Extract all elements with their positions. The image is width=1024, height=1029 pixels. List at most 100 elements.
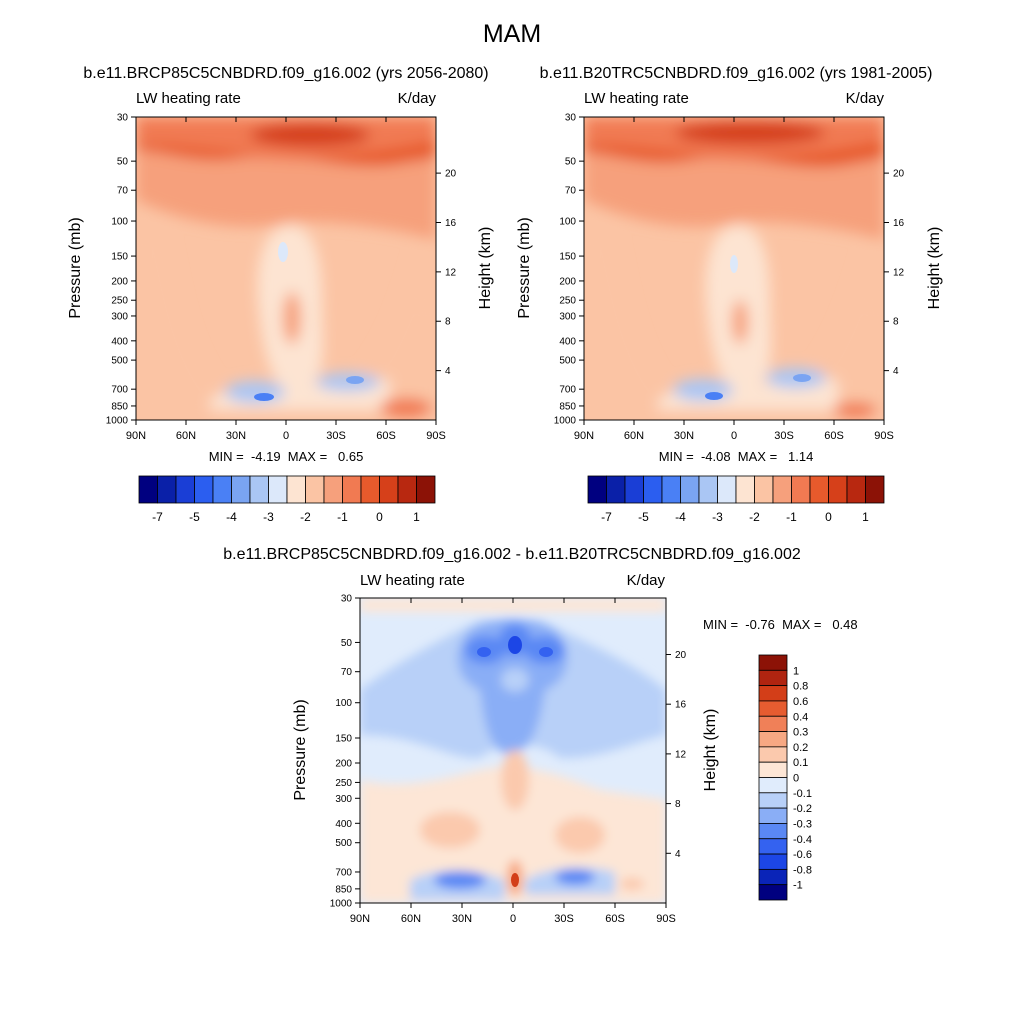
b-ytick-label: 50 <box>341 638 353 649</box>
tr-ytick-label: 500 <box>559 356 576 367</box>
b-ytick-label: 500 <box>335 838 352 849</box>
tr-yright-tick-label: 8 <box>893 317 899 328</box>
tr-ytick-label: 400 <box>559 336 576 347</box>
tl-stats: MIN = -4.19 MAX = 0.65 <box>209 449 364 464</box>
b-colorbar-swatch <box>758 838 788 855</box>
tl-colorbar-label: -3 <box>263 510 274 524</box>
tr-contour-field <box>584 117 884 420</box>
tr-colorbar-swatch <box>661 475 681 504</box>
b-yright-tick-label: 16 <box>675 700 687 711</box>
tl-colorbar-swatch <box>397 475 417 504</box>
tl-colorbar-swatch <box>416 475 436 504</box>
tr-xtick-label: 90S <box>874 430 894 442</box>
tr-colorbar: -7 -5 -4 -3 -2 -1 0 1 <box>587 475 885 524</box>
tr-ytick-label: 700 <box>559 385 576 396</box>
tr-colorbar-label: 1 <box>862 510 869 524</box>
b-colorbar-swatch <box>758 700 788 717</box>
tl-colorbar-label: 1 <box>413 510 420 524</box>
tl-xtick-label: 60S <box>376 430 396 442</box>
b-colorbar-label: 0.6 <box>793 696 808 708</box>
tr-colorbar-swatch <box>828 475 848 504</box>
tl-colorbar: -7 -5 -4 -3 -2 -1 0 1 <box>138 475 436 524</box>
tr-ytick-label: 850 <box>559 401 576 412</box>
tr-right-string: K/day <box>846 90 885 107</box>
tr-colorbar-label: -2 <box>749 510 760 524</box>
tl-xtick-label: 90S <box>426 430 446 442</box>
tl-colorbar-label: -5 <box>189 510 200 524</box>
tl-colorbar-label: -2 <box>300 510 311 524</box>
tl-colorbar-label: -1 <box>337 510 348 524</box>
tr-ylabel: Pressure (mb) <box>516 217 533 318</box>
tl-colorbar-label: -4 <box>226 510 237 524</box>
tr-yright-tick-label: 12 <box>893 267 905 278</box>
b-stats: MIN = -0.76 MAX = 0.48 <box>703 617 858 632</box>
b-colorbar-swatch <box>758 884 788 901</box>
b-ylabel-right: Height (km) <box>702 709 719 792</box>
tr-xtick-label: 30N <box>674 430 694 442</box>
tr-colorbar-swatch <box>587 475 607 504</box>
tl-colorbar-swatch <box>212 475 232 504</box>
b-right-string: K/day <box>627 572 666 589</box>
tr-ytick-label: 150 <box>559 252 576 263</box>
tl-xtick-label: 30S <box>326 430 346 442</box>
tl-axes: 305070100150200250300400500700850100090N… <box>106 113 457 443</box>
tr-colorbar-swatch <box>680 475 700 504</box>
tl-ylabel-right: Height (km) <box>477 227 494 310</box>
b-colorbar-swatch <box>758 746 788 763</box>
tr-colorbar-swatch <box>846 475 866 504</box>
tr-ytick-label: 30 <box>565 113 577 124</box>
tr-ytick-label: 300 <box>559 311 576 322</box>
b-contour-field <box>360 598 666 903</box>
b-colorbar-label: -0.1 <box>793 788 812 800</box>
tl-left-string: LW heating rate <box>136 90 241 107</box>
tl-ytick-label: 500 <box>111 356 128 367</box>
tr-ytick-label: 50 <box>565 157 577 168</box>
b-colorbar-swatch <box>758 792 788 809</box>
tr-xtick-label: 90N <box>574 430 594 442</box>
tr-yright-tick-label: 16 <box>893 218 905 229</box>
b-xtick-label: 30S <box>554 913 574 925</box>
b-colorbar-label: -0.6 <box>793 849 812 861</box>
b-ytick-label: 700 <box>335 867 352 878</box>
b-colorbar-swatch <box>758 868 788 886</box>
tl-yright-tick-label: 4 <box>445 366 451 377</box>
b-colorbar-swatch <box>758 823 788 840</box>
tl-right-string: K/day <box>398 90 437 107</box>
tl-colorbar-swatch <box>379 475 399 504</box>
b-ytick-label: 100 <box>335 698 352 709</box>
tl-colorbar-swatch <box>175 475 195 504</box>
b-colorbar-label: 0 <box>793 773 799 785</box>
tl-ytick-label: 250 <box>111 296 128 307</box>
tl-colorbar-swatch <box>342 475 362 504</box>
b-xtick-label: 90S <box>656 913 676 925</box>
tl-xtick-label: 0 <box>283 430 289 442</box>
b-colorbar-label: 0.3 <box>793 727 808 739</box>
tr-colorbar-swatch <box>809 475 829 504</box>
b-ytick-label: 150 <box>335 733 352 744</box>
b-yright-tick-label: 12 <box>675 749 687 760</box>
tr-colorbar-swatch <box>754 475 774 504</box>
tl-ytick-label: 300 <box>111 311 128 322</box>
tl-colorbar-swatch <box>323 475 343 504</box>
tr-stats: MIN = -4.08 MAX = 1.14 <box>659 449 814 464</box>
b-colorbar-label: -0.2 <box>793 803 812 815</box>
tr-xtick-label: 60N <box>624 430 644 442</box>
tr-colorbar-swatch <box>865 475 885 504</box>
b-colorbar-swatch <box>758 654 788 671</box>
tr-ytick-label: 250 <box>559 296 576 307</box>
tr-axes: 305070100150200250300400500700850100090N… <box>554 113 905 443</box>
tl-colorbar-swatch <box>231 475 251 504</box>
tl-colorbar-swatch <box>194 475 214 504</box>
b-ylabel: Pressure (mb) <box>292 699 309 800</box>
tl-colorbar-swatch <box>249 475 269 504</box>
b-ytick-label: 200 <box>335 759 352 770</box>
panel-bottom: LW heating rate K/day <box>292 572 858 925</box>
b-xtick-label: 60N <box>401 913 421 925</box>
tr-ytick-label: 100 <box>559 217 576 228</box>
tr-ytick-label: 70 <box>565 186 577 197</box>
b-ytick-label: 70 <box>341 667 353 678</box>
tl-ytick-label: 150 <box>111 252 128 263</box>
b-ytick-label: 850 <box>335 884 352 895</box>
b-colorbar-swatch <box>758 777 788 794</box>
